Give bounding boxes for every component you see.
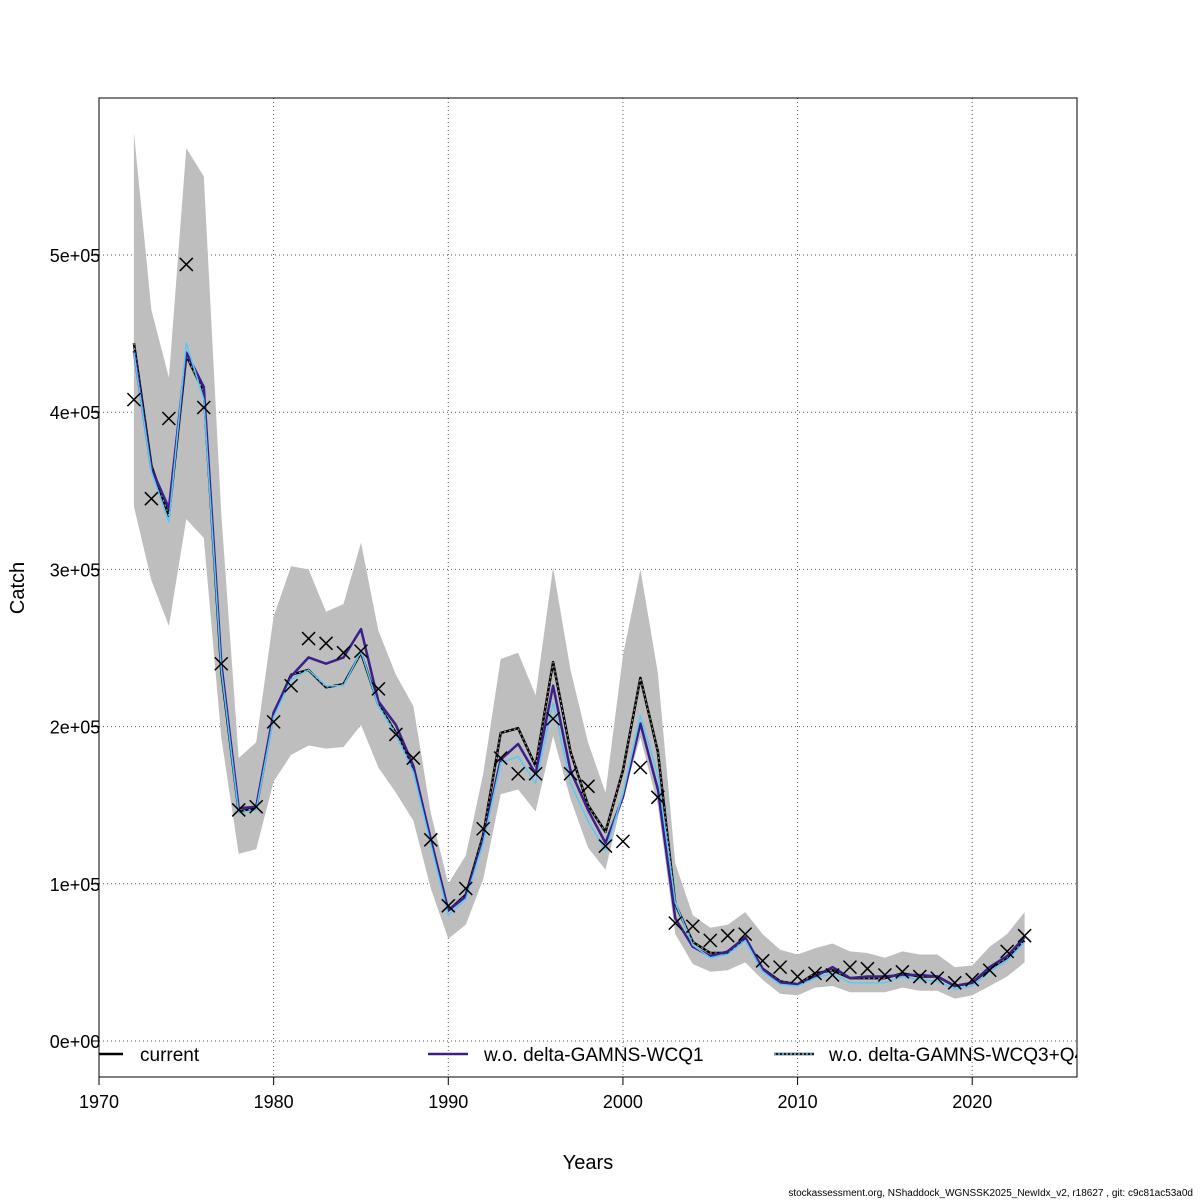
observed-point [476, 821, 491, 836]
grid-lines [98, 98, 1077, 1077]
x-tick-label: 1980 [254, 1092, 294, 1112]
x-tick-label: 2000 [603, 1092, 643, 1112]
x-axis: 1970 1980 1990 2000 2010 2020 [79, 1077, 992, 1112]
y-tick-label: 4e+05 [50, 403, 101, 423]
observed-point [336, 645, 351, 660]
y-axis-title: Catch [7, 562, 29, 614]
observed-point [388, 727, 403, 742]
observed-point [458, 881, 473, 896]
y-tick-label: 1e+05 [50, 875, 101, 895]
observed-point [598, 839, 613, 854]
x-axis-title: Years [563, 1152, 613, 1174]
observed-point [982, 963, 997, 978]
observed-point [668, 916, 683, 931]
y-tick-label: 0e+00 [50, 1032, 101, 1052]
observed-point [284, 678, 299, 693]
observed-point [930, 971, 945, 986]
observed-point [266, 714, 281, 729]
confidence-band [133, 132, 1025, 999]
observed-point [161, 411, 176, 426]
observed-point [214, 656, 229, 671]
observed-point [685, 919, 700, 934]
legend-label-wcq3q4: w.o. delta-GAMNS-WCQ3+Q4 [828, 1045, 1085, 1066]
observed-point [144, 491, 159, 506]
observed-point [231, 802, 246, 817]
y-tick-label: 3e+05 [50, 560, 101, 580]
observed-point [773, 960, 788, 975]
observed-point [808, 966, 823, 981]
observed-point [965, 972, 980, 987]
observed-point [738, 927, 753, 942]
series-line-wcq3q4 [133, 342, 1026, 990]
observed-point [301, 631, 316, 646]
observed-point [249, 799, 264, 814]
observed-point [1000, 944, 1015, 959]
observed-point [1017, 928, 1032, 943]
observed-point [371, 681, 386, 696]
observed-point [528, 766, 543, 781]
observed-point [615, 834, 630, 849]
observed-point [755, 953, 770, 968]
observed-point [825, 967, 840, 983]
observed-point [947, 975, 962, 990]
observed-point [703, 933, 718, 948]
observed-points-layer [126, 257, 1032, 990]
observed-point [353, 644, 368, 659]
x-tick-label: 1990 [428, 1092, 468, 1112]
observed-point [633, 760, 648, 775]
observed-point [842, 960, 857, 975]
x-tick-label: 2010 [778, 1092, 818, 1112]
observed-point [790, 969, 805, 984]
observed-point [650, 790, 665, 805]
observed-point [580, 779, 596, 794]
observed-point [511, 766, 526, 781]
observed-point [493, 751, 508, 766]
observed-point [406, 751, 421, 766]
x-tick-label: 2020 [952, 1092, 992, 1112]
y-tick-label: 5e+05 [50, 246, 101, 266]
plot-frame [98, 97, 1078, 1078]
footer-credit: stockassessment.org, NShaddock_WGNSSK202… [788, 1188, 1193, 1199]
observed-point [441, 898, 456, 913]
observed-point [179, 257, 194, 272]
y-axis: 0e+00 1e+05 2e+05 3e+05 4e+05 5e+05 [50, 246, 101, 1052]
observed-point [720, 928, 735, 943]
observed-point [895, 964, 910, 979]
observed-point [877, 967, 892, 983]
observed-point [196, 400, 211, 415]
legend-label-wcq1: w.o. delta-GAMNS-WCQ1 [483, 1045, 704, 1066]
legend-label-current: current [140, 1045, 200, 1066]
observed-point [912, 969, 927, 984]
series-line-wcq1 [132, 350, 1026, 988]
legend: current w.o. delta-GAMNS-WCQ1 w.o. delta… [99, 1045, 1085, 1066]
observed-point [546, 711, 561, 726]
observed-point [860, 961, 875, 976]
series-layer [132, 342, 1026, 990]
confidence-band-layer [133, 132, 1025, 999]
y-tick-label: 2e+05 [50, 718, 101, 738]
observed-point [126, 392, 141, 407]
x-tick-label: 1970 [79, 1092, 119, 1112]
observed-point [563, 766, 578, 781]
observed-point [423, 832, 438, 847]
observed-point [319, 636, 334, 651]
